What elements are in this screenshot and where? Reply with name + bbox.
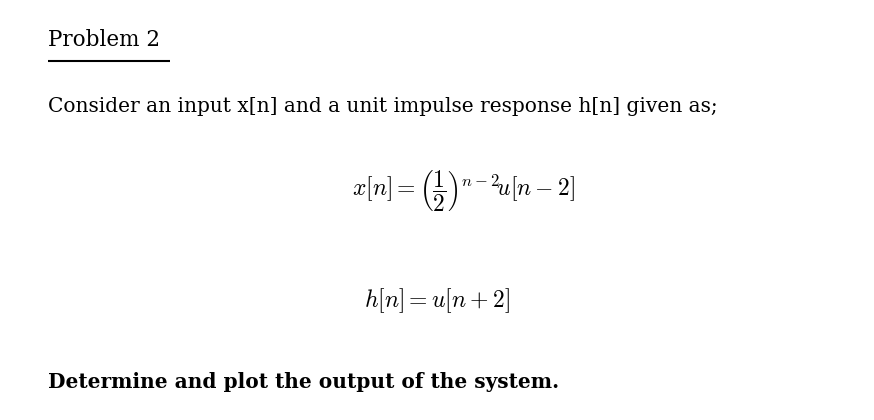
Text: Problem 2: Problem 2 bbox=[48, 29, 160, 51]
Text: Consider an input x[n] and a unit impulse response h[n] given as;: Consider an input x[n] and a unit impuls… bbox=[48, 97, 718, 116]
Text: Determine and plot the output of the system.: Determine and plot the output of the sys… bbox=[48, 372, 559, 392]
Text: $h[n] = u[n+2]$: $h[n] = u[n+2]$ bbox=[364, 286, 510, 315]
Text: $x[n] = \left(\dfrac{1}{2}\right)^{n-2} \! u[n-2]$: $x[n] = \left(\dfrac{1}{2}\right)^{n-2} … bbox=[351, 168, 575, 214]
